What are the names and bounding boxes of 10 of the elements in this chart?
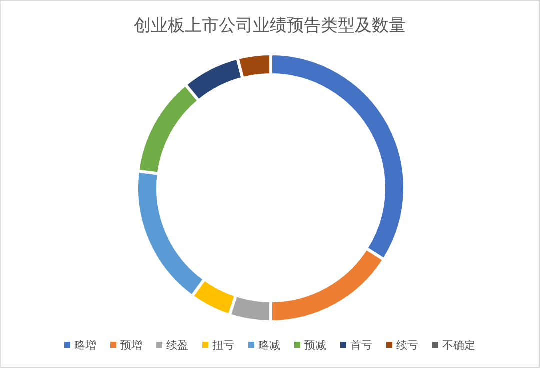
legend-label: 续盈 [166,339,188,352]
legend-label: 不确定 [442,339,476,352]
legend-label: 预减 [304,339,326,352]
legend-label: 预增 [120,339,142,352]
legend-label: 略增 [74,339,96,352]
title: 创业板上市公司业绩预告类型及数量 [134,16,406,36]
legend-label: 首亏 [350,339,372,352]
legend-label: 略减 [258,339,280,352]
legend-label: 续亏 [396,339,418,352]
legend-label: 扭亏 [212,339,234,352]
